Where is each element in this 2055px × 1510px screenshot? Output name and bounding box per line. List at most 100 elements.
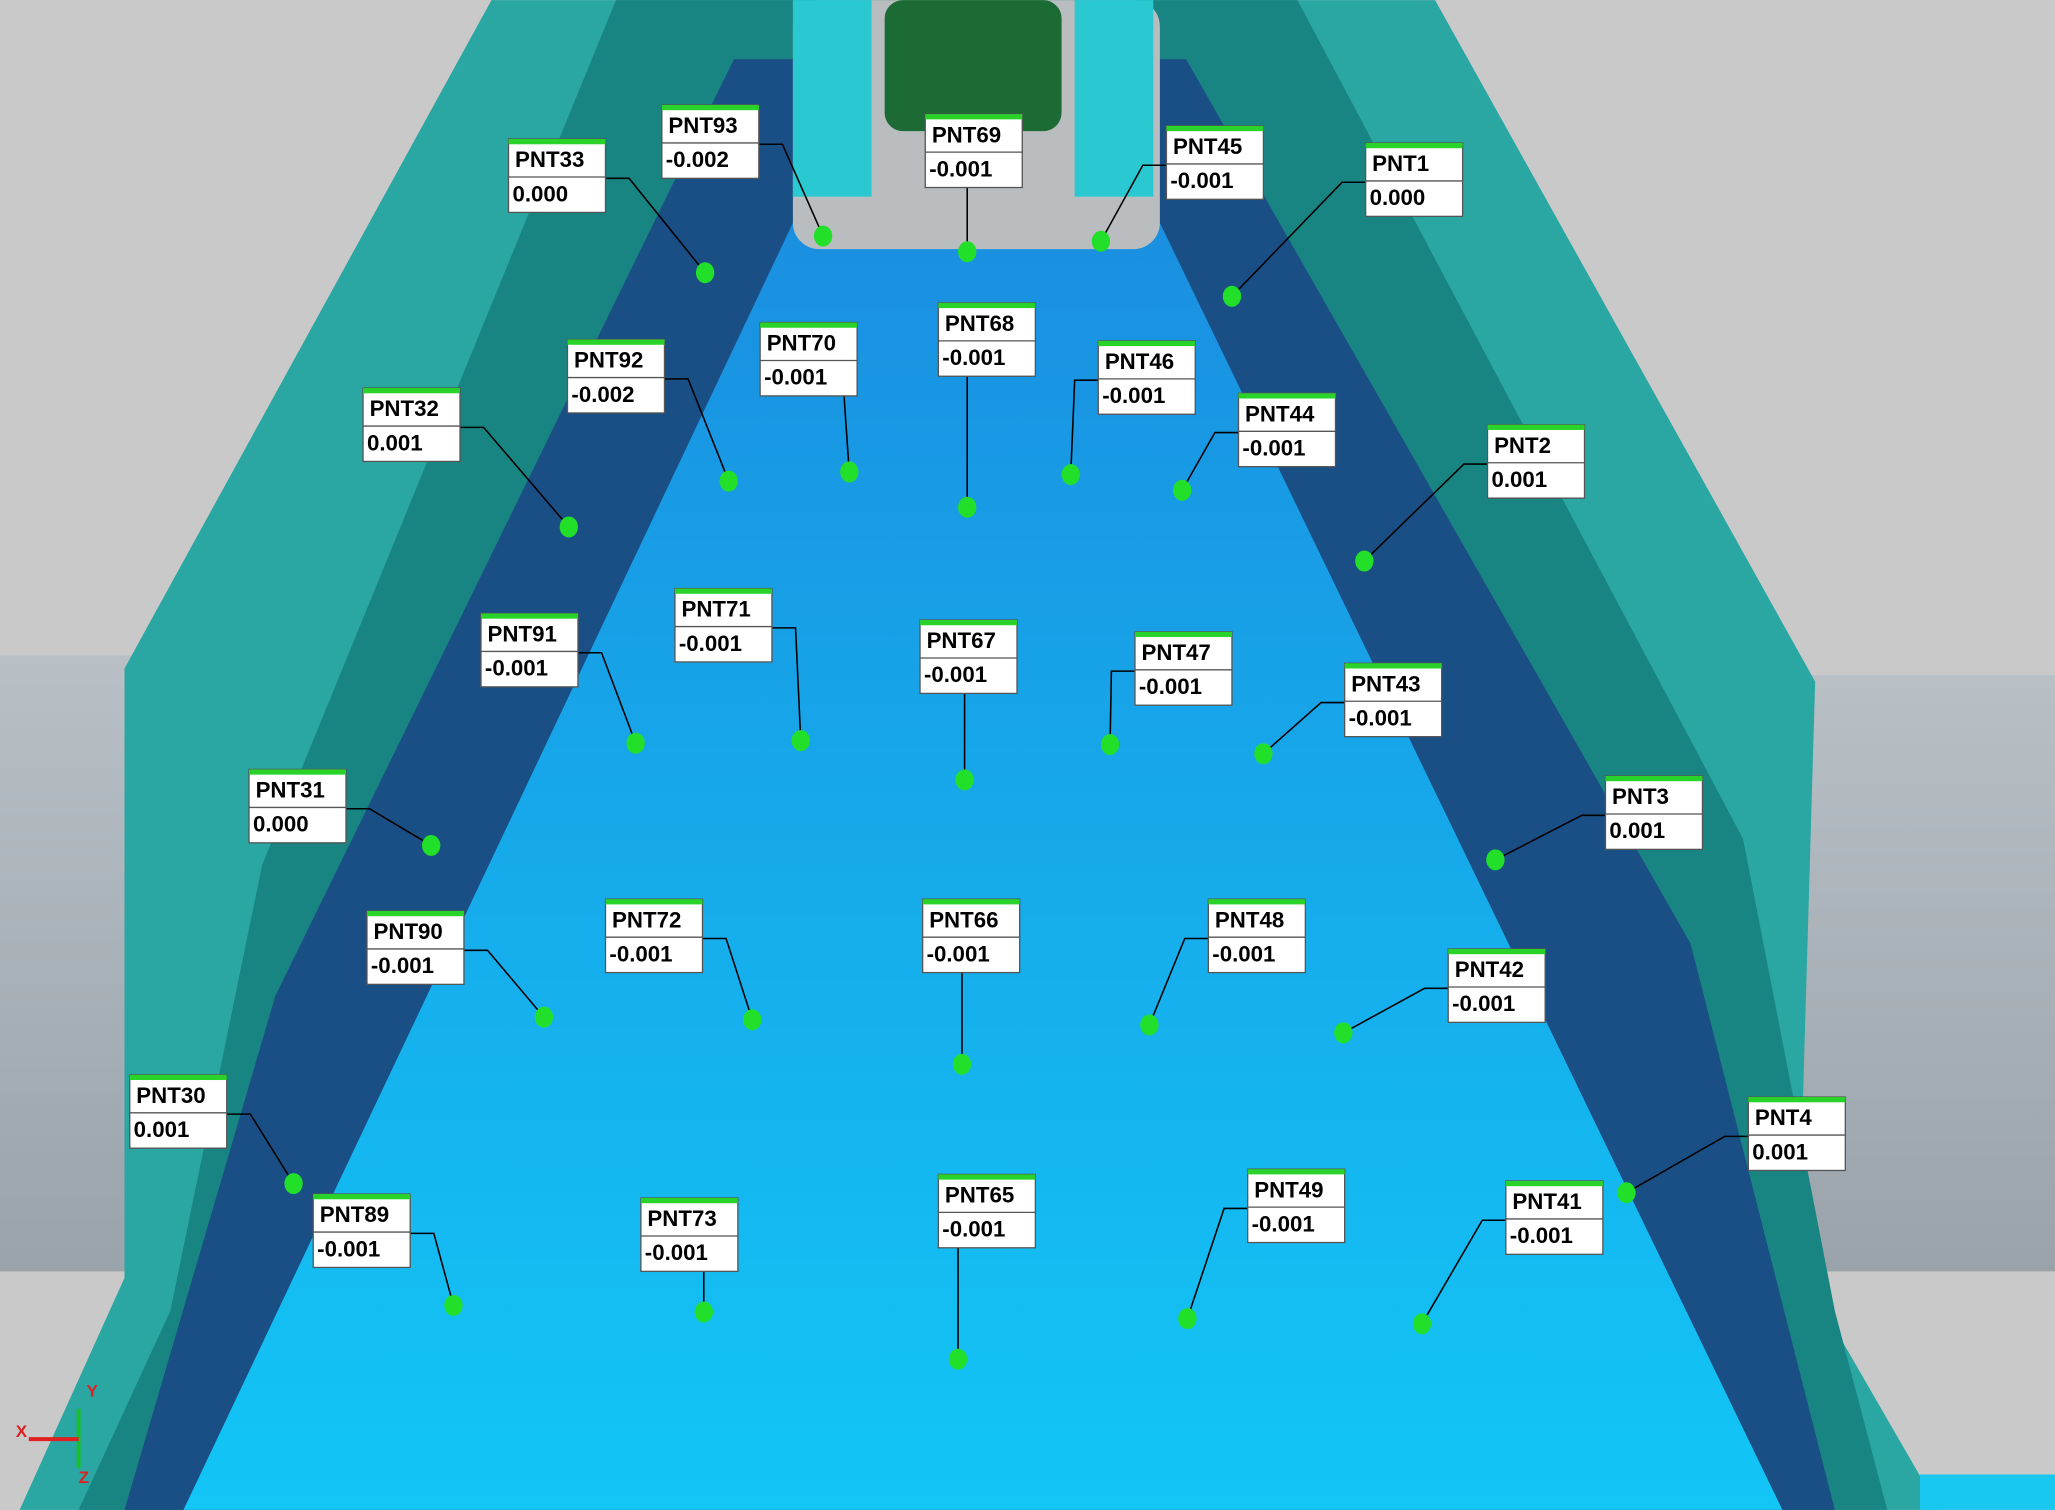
point-label: PNT90 -0.001 <box>366 910 554 1028</box>
label-box <box>1505 1180 1604 1255</box>
point-name: PNT32 <box>370 396 439 421</box>
measure-point <box>1061 464 1080 486</box>
measure-point <box>695 262 715 284</box>
leader-line <box>605 177 706 274</box>
label-status-bar <box>661 104 759 111</box>
point-label: PNT32 0.001 <box>362 387 578 538</box>
leader-line <box>1626 1135 1749 1194</box>
point-name: PNT43 <box>1351 671 1420 696</box>
point-deviation: 0.000 <box>253 812 309 837</box>
measure-point <box>1222 285 1242 307</box>
measure-point <box>1334 1022 1353 1044</box>
label-status-bar <box>938 1174 1036 1180</box>
point-deviation: 0.001 <box>1609 818 1665 843</box>
label-box <box>1237 392 1337 468</box>
measure-point <box>958 241 977 263</box>
label-box <box>1097 340 1196 415</box>
point-labels: PNT33 0.000 PNT93 -0.002 PNT69 -0.001 PNT45 -0.… <box>129 104 1846 1370</box>
point-name: PNT48 <box>1215 907 1284 932</box>
side-panel <box>1795 675 2055 1272</box>
measure-point <box>958 496 977 518</box>
leader-line <box>1069 379 1099 475</box>
corner-block <box>1920 1474 2055 1510</box>
point-name: PNT90 <box>374 919 443 944</box>
point-deviation: -0.001 <box>679 631 742 656</box>
point-name: PNT66 <box>929 907 998 932</box>
point-deviation: -0.001 <box>1139 674 1202 699</box>
point-deviation: 0.001 <box>1752 1139 1808 1164</box>
point-deviation: 0.000 <box>1370 185 1426 210</box>
point-name: PNT49 <box>1254 1177 1323 1202</box>
label-box <box>1604 775 1704 851</box>
label-status-bar <box>1505 1180 1603 1187</box>
point-deviation: -0.001 <box>942 345 1005 370</box>
label-status-bar <box>1134 631 1232 638</box>
leader-line <box>1186 1207 1248 1319</box>
point-name: PNT72 <box>612 907 681 932</box>
point-name: PNT47 <box>1142 640 1211 665</box>
label-status-bar <box>249 769 346 775</box>
point-name: PNT89 <box>320 1202 389 1227</box>
label-status-bar <box>508 139 606 145</box>
label-box <box>366 910 465 986</box>
leader-line <box>460 426 570 528</box>
leader-line <box>226 1113 295 1184</box>
leader-line <box>577 651 637 744</box>
point-name: PNT46 <box>1105 349 1174 374</box>
label-box <box>640 1197 739 1273</box>
point-label: PNT91 -0.001 <box>480 612 645 754</box>
point-label: PNT71 -0.001 <box>674 587 810 752</box>
label-box <box>1165 125 1265 200</box>
label-status-bar <box>129 1074 227 1081</box>
point-name: PNT45 <box>1173 134 1242 159</box>
point-name: PNT30 <box>136 1083 205 1108</box>
measure-point <box>1617 1182 1636 1204</box>
leader-line <box>1100 164 1167 242</box>
point-label: PNT70 -0.001 <box>759 321 859 483</box>
label-status-bar <box>1748 1097 1846 1103</box>
measure-point <box>559 516 578 538</box>
point-deviation: -0.001 <box>1349 706 1412 731</box>
point-deviation: -0.001 <box>929 156 992 181</box>
point-deviation: -0.002 <box>666 147 729 172</box>
measure-point <box>694 1301 713 1323</box>
label-status-bar <box>366 910 464 917</box>
measure-point <box>948 1348 968 1370</box>
label-box <box>937 302 1037 377</box>
fixture-part <box>792 0 872 197</box>
fixture-part <box>1074 0 1154 197</box>
point-name: PNT91 <box>488 622 557 647</box>
point-label: PNT66 -0.001 <box>921 898 1021 1075</box>
label-status-bar <box>1448 948 1546 955</box>
point-label: PNT33 0.000 <box>507 138 715 284</box>
point-deviation: 0.001 <box>1491 467 1547 492</box>
label-box <box>566 338 666 414</box>
point-name: PNT68 <box>945 311 1014 336</box>
point-name: PNT41 <box>1512 1189 1581 1214</box>
label-box <box>921 898 1021 974</box>
point-deviation: -0.001 <box>645 1240 708 1265</box>
point-name: PNT92 <box>574 348 643 373</box>
point-deviation: -0.001 <box>1452 991 1515 1016</box>
point-label: PNT4 0.001 <box>1617 1096 1846 1204</box>
label-box <box>924 113 1023 189</box>
axis-y-label: Y <box>86 1381 98 1400</box>
channel-floor <box>183 222 1783 1510</box>
label-box <box>129 1074 228 1149</box>
point-deviation: -0.001 <box>764 365 827 390</box>
leader-line <box>1342 987 1449 1034</box>
measure-point <box>1178 1308 1197 1330</box>
point-label: PNT65 -0.001 <box>937 1173 1037 1370</box>
measure-point <box>840 461 859 483</box>
label-status-bar <box>925 114 1023 120</box>
label-box <box>1447 948 1546 1024</box>
point-deviation: -0.001 <box>1510 1223 1573 1248</box>
label-box <box>312 1193 411 1269</box>
point-label: PNT44 -0.001 <box>1172 392 1337 501</box>
point-label: PNT48 -0.001 <box>1140 898 1306 1036</box>
label-status-bar <box>480 613 578 619</box>
axis-x-label: X <box>16 1422 28 1441</box>
point-label: PNT49 -0.001 <box>1178 1168 1346 1330</box>
label-box <box>1344 662 1443 738</box>
label-status-bar <box>1238 393 1336 399</box>
